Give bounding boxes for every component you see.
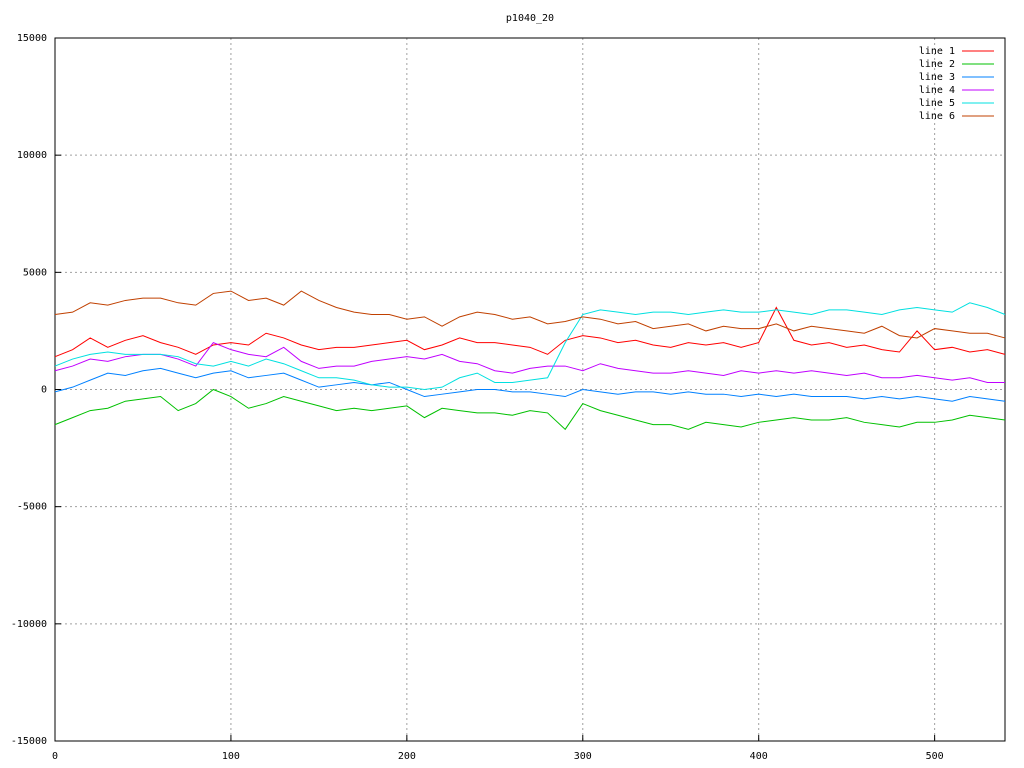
x-tick-label: 0 xyxy=(52,751,58,762)
y-tick-label: 15000 xyxy=(17,33,47,44)
series-line xyxy=(54,342,1005,383)
y-tick-label: 5000 xyxy=(23,267,47,278)
x-tick-label: 300 xyxy=(574,751,592,762)
y-tick-label: 0 xyxy=(41,385,47,396)
chart-title: p1040_20 xyxy=(506,13,554,24)
legend-label: line 4 xyxy=(919,85,955,96)
series-line xyxy=(54,290,1006,339)
legend-label: line 2 xyxy=(919,59,955,70)
legend-label: line 1 xyxy=(919,46,955,57)
series-line xyxy=(54,306,1006,358)
y-tick-label: -5000 xyxy=(17,502,47,513)
legend-label: line 3 xyxy=(919,72,955,83)
series-line xyxy=(54,388,1006,431)
series-line xyxy=(54,367,1006,402)
x-tick-label: 100 xyxy=(222,751,240,762)
y-tick-label: 10000 xyxy=(17,150,47,161)
x-tick-label: 400 xyxy=(750,751,768,762)
legend-label: line 5 xyxy=(919,98,955,109)
x-tick-label: 500 xyxy=(926,751,944,762)
series-line xyxy=(54,302,1006,391)
y-tick-label: -10000 xyxy=(11,619,47,630)
legend-label: line 6 xyxy=(919,111,955,122)
plot-frame xyxy=(54,37,1006,742)
x-tick-label: 200 xyxy=(398,751,416,762)
y-tick-label: -15000 xyxy=(11,736,47,747)
